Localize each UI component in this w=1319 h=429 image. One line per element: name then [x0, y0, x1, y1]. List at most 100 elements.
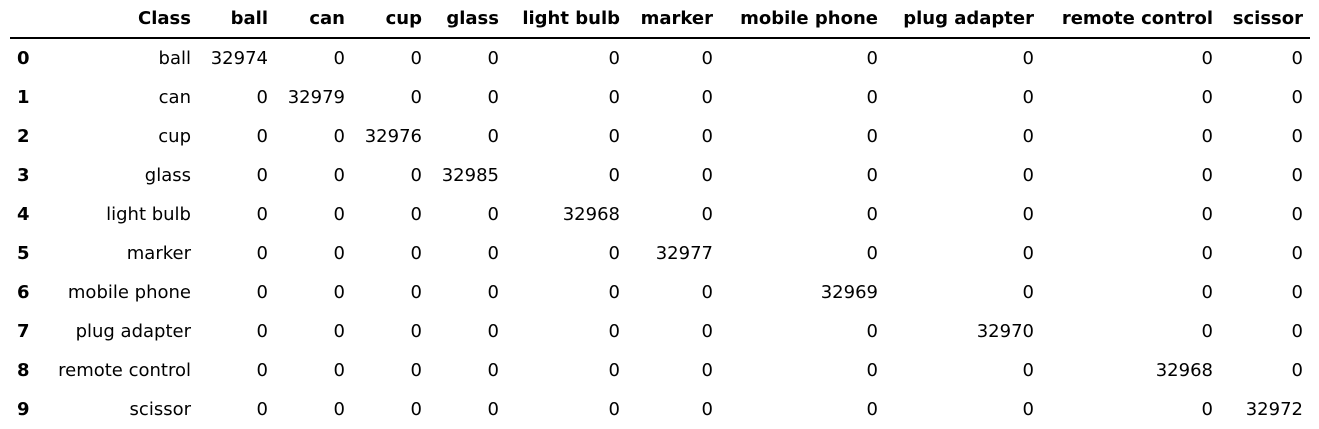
index-header: [10, 0, 38, 39]
table-cell: 0: [701, 282, 713, 303]
row-class-label: marker: [126, 243, 191, 264]
table-body: 0 ball 32974 0 0 0 0 0 0 0 0 0 1 can 0 32979 0 0 0 0 0 0 0 0 2 cu…: [10, 38, 1310, 429]
table-cell: 0: [1291, 87, 1303, 108]
table-cell: 0: [333, 399, 345, 420]
column-header-can: can: [275, 0, 352, 39]
column-header-scissor: scissor: [1220, 0, 1310, 39]
table-cell: 0: [256, 165, 268, 186]
table-cell: 0: [487, 87, 499, 108]
table-cell: 0: [333, 204, 345, 225]
table-row: 0 ball 32974 0 0 0 0 0 0 0 0 0: [10, 38, 1310, 78]
table-cell: 0: [1201, 204, 1213, 225]
table-cell: 0: [256, 126, 268, 147]
table-cell: 32972: [1245, 399, 1303, 420]
table-cell: 0: [333, 321, 345, 342]
table-cell: 0: [410, 243, 422, 264]
table-row: 2 cup 0 0 32976 0 0 0 0 0 0 0: [10, 117, 1310, 156]
row-index: 4: [17, 204, 30, 225]
row-index: 6: [17, 282, 30, 303]
table-cell: 0: [487, 48, 499, 69]
table-cell: 0: [333, 282, 345, 303]
confusion-matrix-table: Class ball can cup glass light bulb mark…: [10, 0, 1310, 429]
table-cell: 0: [866, 360, 878, 381]
table-cell: 0: [487, 399, 499, 420]
table-cell: 0: [333, 48, 345, 69]
table-cell: 0: [1291, 165, 1303, 186]
table-cell: 0: [1022, 87, 1034, 108]
column-header-plug-adapter: plug adapter: [885, 0, 1041, 39]
table-cell: 0: [1022, 360, 1034, 381]
table-cell: 0: [1201, 126, 1213, 147]
row-class-label: remote control: [58, 360, 191, 381]
table-cell: 0: [701, 360, 713, 381]
table-cell: 32968: [562, 204, 620, 225]
row-class-label: scissor: [129, 399, 191, 420]
row-index: 7: [17, 321, 30, 342]
table-cell: 0: [1201, 165, 1213, 186]
table-cell: 0: [608, 360, 620, 381]
table-cell: 0: [701, 48, 713, 69]
table-cell: 0: [1022, 243, 1034, 264]
table-cell: 0: [333, 243, 345, 264]
row-class-label: can: [158, 87, 191, 108]
table-cell: 0: [1022, 282, 1034, 303]
table-cell: 0: [410, 321, 422, 342]
row-index: 2: [17, 126, 30, 147]
table-cell: 32985: [441, 165, 499, 186]
table-cell: 0: [1022, 126, 1034, 147]
table-cell: 0: [866, 87, 878, 108]
table-cell: 0: [1291, 360, 1303, 381]
table-cell: 0: [1022, 165, 1034, 186]
table-cell: 0: [1291, 282, 1303, 303]
table-cell: 0: [1201, 399, 1213, 420]
row-class-label: mobile phone: [67, 282, 191, 303]
column-header-remote-control: remote control: [1041, 0, 1220, 39]
table-cell: 0: [410, 204, 422, 225]
table-cell: 0: [410, 87, 422, 108]
table-cell: 32976: [364, 126, 422, 147]
row-class-label: ball: [158, 48, 191, 69]
table-cell: 0: [608, 282, 620, 303]
table-cell: 0: [1291, 126, 1303, 147]
table-cell: 0: [1291, 243, 1303, 264]
table-cell: 0: [333, 165, 345, 186]
row-class-label: cup: [158, 126, 191, 147]
table-cell: 0: [256, 282, 268, 303]
table-cell: 0: [608, 48, 620, 69]
table-cell: 0: [487, 321, 499, 342]
column-header-cup: cup: [352, 0, 429, 39]
table-cell: 0: [1201, 282, 1213, 303]
table-cell: 0: [410, 360, 422, 381]
table-cell: 0: [1291, 321, 1303, 342]
table-cell: 0: [333, 360, 345, 381]
row-index: 8: [17, 360, 30, 381]
table-cell: 0: [487, 126, 499, 147]
table-cell: 0: [410, 282, 422, 303]
table-cell: 0: [608, 126, 620, 147]
table-cell: 0: [866, 204, 878, 225]
table-cell: 0: [866, 321, 878, 342]
table-cell: 0: [701, 126, 713, 147]
table-cell: 0: [866, 48, 878, 69]
table-row: 3 glass 0 0 0 32985 0 0 0 0 0 0: [10, 156, 1310, 195]
table-cell: 0: [256, 243, 268, 264]
table-cell: 0: [866, 126, 878, 147]
table-cell: 0: [1022, 48, 1034, 69]
table-cell: 32968: [1155, 360, 1213, 381]
column-header-marker: marker: [627, 0, 720, 39]
column-header-light-bulb: light bulb: [506, 0, 627, 39]
table-cell: 0: [866, 243, 878, 264]
row-index: 0: [17, 48, 30, 69]
row-class-label: plug adapter: [75, 321, 191, 342]
table-cell: 0: [256, 321, 268, 342]
table-cell: 0: [256, 204, 268, 225]
table-cell: 0: [1022, 204, 1034, 225]
table-row: 7 plug adapter 0 0 0 0 0 0 0 32970 0 0: [10, 312, 1310, 351]
table-cell: 0: [866, 399, 878, 420]
row-index: 1: [17, 87, 30, 108]
table-cell: 0: [608, 87, 620, 108]
table-cell: 0: [487, 360, 499, 381]
table-cell: 0: [1022, 399, 1034, 420]
table-row: 6 mobile phone 0 0 0 0 0 0 32969 0 0 0: [10, 273, 1310, 312]
table-cell: 0: [608, 321, 620, 342]
